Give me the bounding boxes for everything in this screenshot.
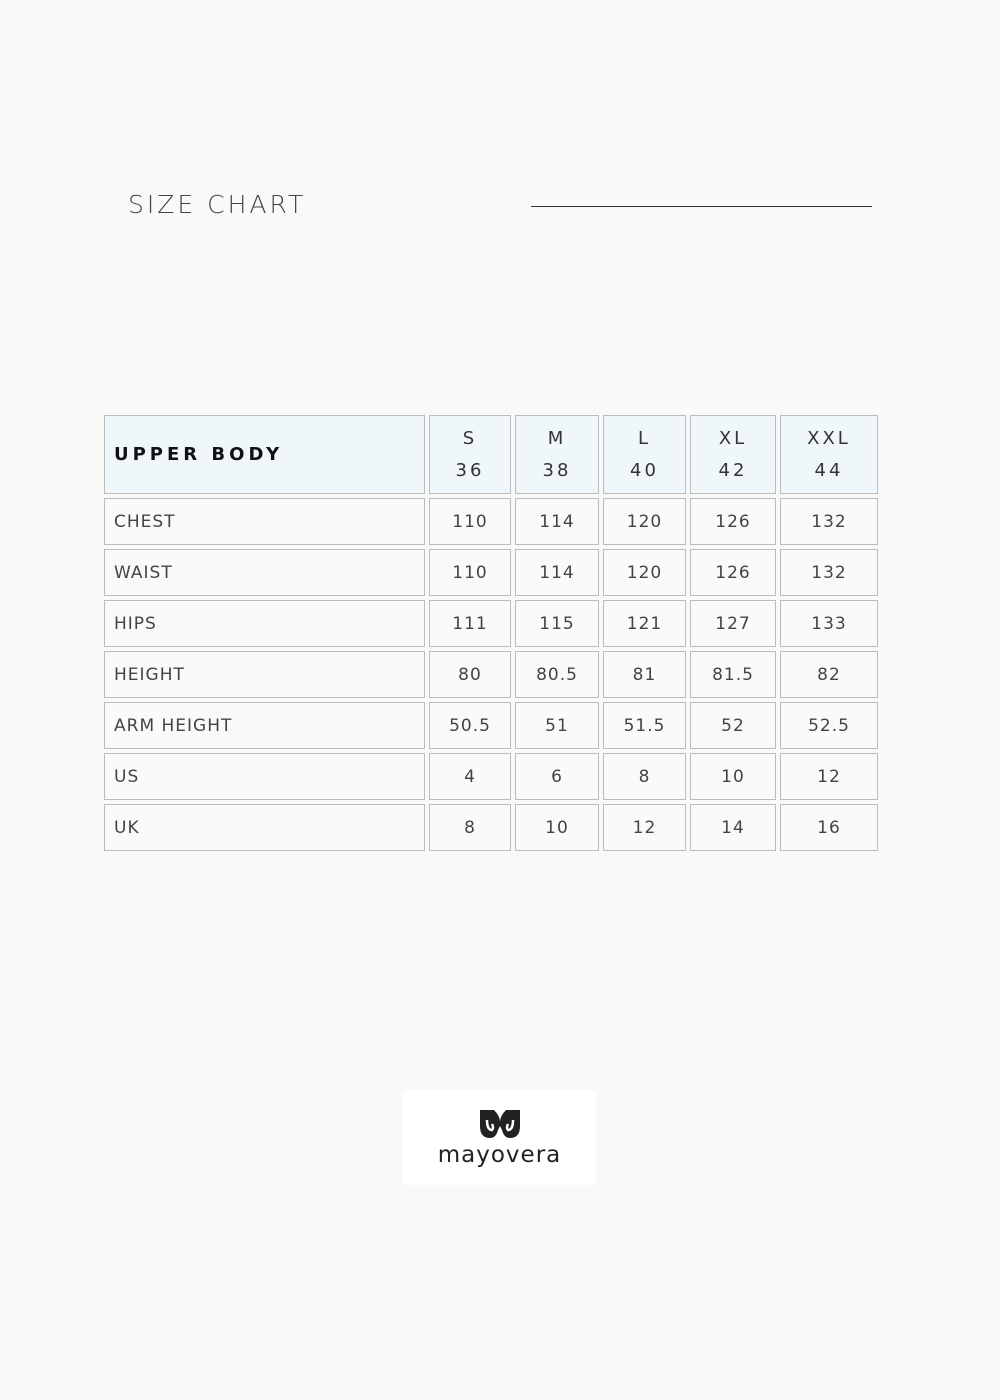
size-header: XXL 44 — [780, 415, 878, 494]
size-letter: XXL — [807, 427, 851, 449]
size-number: 44 — [814, 459, 844, 481]
page-title: SIZE CHART — [128, 190, 307, 219]
table-cell: 81 — [603, 651, 686, 698]
size-number: 40 — [630, 459, 659, 481]
size-table: UPPER BODY S 36 M 38 L 40 XL 42 XXL 44 CHEST 110 114 1… — [104, 415, 878, 851]
logo-text: mayovera — [437, 1141, 562, 1168]
row-label: CHEST — [104, 498, 425, 545]
header-label: UPPER BODY — [104, 415, 425, 494]
table-cell: 81.5 — [690, 651, 776, 698]
table-cell: 16 — [780, 804, 878, 851]
size-number: 36 — [455, 459, 485, 481]
logo-mark-icon — [479, 1109, 520, 1138]
table-cell: 52 — [690, 702, 776, 749]
table-cell: 4 — [429, 753, 511, 800]
row-label: HIPS — [104, 600, 425, 647]
table-cell: 120 — [603, 549, 686, 596]
table-cell: 114 — [515, 549, 599, 596]
size-number: 38 — [542, 459, 572, 481]
table-cell: 6 — [515, 753, 599, 800]
table-cell: 121 — [603, 600, 686, 647]
table-cell: 8 — [429, 804, 511, 851]
size-letter: S — [462, 427, 478, 449]
table-cell: 120 — [603, 498, 686, 545]
title-divider — [531, 206, 872, 207]
table-cell: 132 — [780, 498, 878, 545]
size-letter: M — [547, 427, 567, 449]
row-label: HEIGHT — [104, 651, 425, 698]
size-header: XL 42 — [690, 415, 776, 494]
size-header: M 38 — [515, 415, 599, 494]
table-cell: 80.5 — [515, 651, 599, 698]
table-cell: 111 — [429, 600, 511, 647]
table-cell: 133 — [780, 600, 878, 647]
table-cell: 132 — [780, 549, 878, 596]
table-cell: 8 — [603, 753, 686, 800]
table-cell: 51 — [515, 702, 599, 749]
table-cell: 12 — [780, 753, 878, 800]
table-cell: 52.5 — [780, 702, 878, 749]
table-cell: 127 — [690, 600, 776, 647]
size-header: S 36 — [429, 415, 511, 494]
brand-logo: mayovera — [403, 1090, 596, 1185]
row-label: WAIST — [104, 549, 425, 596]
table-cell: 10 — [515, 804, 599, 851]
table-cell: 50.5 — [429, 702, 511, 749]
size-letter: L — [637, 427, 652, 449]
size-letter: XL — [718, 427, 748, 449]
table-cell: 110 — [429, 498, 511, 545]
table-cell: 126 — [690, 549, 776, 596]
row-label: UK — [104, 804, 425, 851]
size-header: L 40 — [603, 415, 686, 494]
table-cell: 80 — [429, 651, 511, 698]
table-cell: 110 — [429, 549, 511, 596]
table-cell: 114 — [515, 498, 599, 545]
table-cell: 82 — [780, 651, 878, 698]
table-cell: 51.5 — [603, 702, 686, 749]
size-number: 42 — [718, 459, 748, 481]
row-label: ARM HEIGHT — [104, 702, 425, 749]
row-label: US — [104, 753, 425, 800]
table-cell: 115 — [515, 600, 599, 647]
table-cell: 14 — [690, 804, 776, 851]
table-cell: 10 — [690, 753, 776, 800]
table-cell: 12 — [603, 804, 686, 851]
table-cell: 126 — [690, 498, 776, 545]
